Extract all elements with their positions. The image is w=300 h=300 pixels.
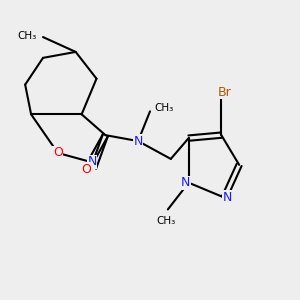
Text: N: N bbox=[87, 155, 97, 168]
Text: O: O bbox=[81, 163, 91, 176]
Text: N: N bbox=[223, 191, 232, 204]
Text: Br: Br bbox=[218, 85, 231, 98]
Text: CH₃: CH₃ bbox=[154, 103, 174, 113]
Text: N: N bbox=[181, 176, 190, 189]
Text: N: N bbox=[134, 135, 143, 148]
Text: CH₃: CH₃ bbox=[17, 31, 36, 40]
Text: O: O bbox=[53, 146, 63, 160]
Text: CH₃: CH₃ bbox=[157, 216, 176, 226]
